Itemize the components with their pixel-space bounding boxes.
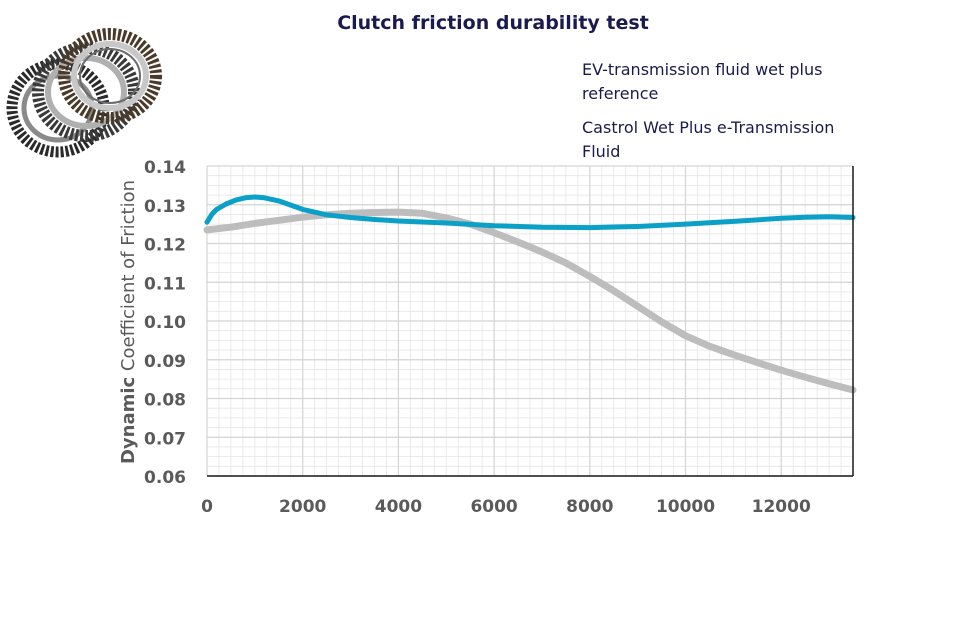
chart-title: Clutch friction durability test [337, 12, 649, 34]
x-tick-label: 4000 [375, 497, 422, 517]
y-tick-label: 0.11 [144, 274, 186, 294]
y-tick-label: 0.07 [144, 429, 186, 449]
series-layer [203, 194, 857, 394]
y-tick-label: 0.13 [144, 197, 186, 217]
y-tick-label: 0.08 [144, 391, 186, 411]
x-tick-label: 12000 [752, 497, 811, 517]
legend-entry-reference: EV-transmission fluid wet plus reference [582, 60, 823, 103]
x-tick-label: 10000 [656, 497, 715, 517]
x-tick-label: 0 [201, 497, 213, 517]
x-tick-label: 6000 [470, 497, 517, 517]
y-axis-label-rest: Coefficient of Friction [118, 180, 139, 377]
y-tick-label: 0.10 [144, 313, 186, 333]
x-tick-label: 2000 [279, 497, 326, 517]
series-line-0 [203, 208, 857, 394]
y-tick-labels: 0.14 0.13 0.12 0.11 0.10 0.09 0.08 0.07 0.06 [144, 158, 186, 488]
x-tick-labels: 0 2000 4000 6000 8000 10000 12000 [201, 497, 811, 517]
y-axis-label-bold: Dynamic [118, 377, 139, 464]
series-line-1 [204, 194, 856, 231]
y-tick-label: 0.14 [144, 158, 186, 178]
y-tick-label: 0.12 [144, 236, 186, 256]
y-tick-label: 0.09 [144, 352, 186, 372]
y-axis-label: Dynamic Coefficient of Friction [118, 180, 139, 464]
clutch-plates-icon [6, 28, 162, 158]
x-tick-label: 8000 [566, 497, 613, 517]
y-tick-label: 0.06 [144, 468, 186, 488]
legend-entry-castrol: Castrol Wet Plus e-Transmission Fluid [582, 118, 835, 161]
